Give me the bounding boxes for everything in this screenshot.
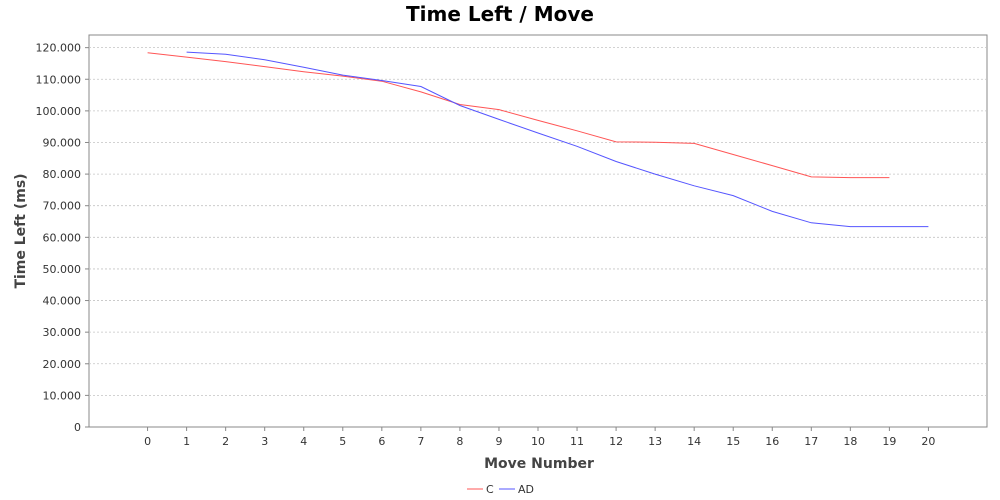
series-lines — [147, 51, 929, 228]
x-tick-label: 16 — [765, 435, 779, 448]
y-tick-label: 40.000 — [43, 295, 82, 308]
x-tick-label: 15 — [726, 435, 740, 448]
y-tick-label: 70.000 — [43, 200, 82, 213]
y-tick-label: 90.000 — [43, 136, 82, 149]
x-axis-ticks: 0 1 2 3 4 5 6 7 8 9 10 11 12 13 14 15 16 17 18 19 20 — [144, 427, 935, 448]
x-tick-label: 6 — [378, 435, 385, 448]
y-tick-label: 20.000 — [43, 358, 82, 371]
legend: C AD — [467, 483, 534, 496]
y-tick-label: 80.000 — [43, 168, 82, 181]
x-tick-label: 13 — [648, 435, 662, 448]
x-tick-label: 1 — [183, 435, 190, 448]
x-tick-label: 10 — [531, 435, 545, 448]
x-tick-label: 8 — [456, 435, 463, 448]
legend-label-c: C — [486, 483, 494, 496]
series-line-c — [147, 52, 890, 179]
grid-lines — [89, 47, 987, 396]
y-tick-label: 60.000 — [43, 231, 82, 244]
x-tick-label: 20 — [921, 435, 935, 448]
x-tick-label: 2 — [222, 435, 229, 448]
x-axis-label: Move Number — [484, 456, 594, 472]
y-axis-ticks: 0 10.000 20.000 30.000 40.000 50.000 60.000 70.… — [36, 42, 89, 434]
x-tick-label: 19 — [882, 435, 896, 448]
x-tick-label: 17 — [804, 435, 818, 448]
y-tick-label: 30.000 — [43, 326, 82, 339]
series-line-ad — [186, 51, 929, 228]
x-tick-label: 4 — [300, 435, 307, 448]
x-tick-label: 0 — [144, 435, 151, 448]
x-tick-label: 9 — [495, 435, 502, 448]
x-tick-label: 5 — [339, 435, 346, 448]
y-tick-label: 50.000 — [43, 263, 82, 276]
x-tick-label: 7 — [417, 435, 424, 448]
plot-area — [88, 34, 988, 428]
y-tick-label: 0 — [74, 421, 81, 434]
legend-label-ad: AD — [518, 483, 534, 496]
y-tick-label: 110.000 — [36, 73, 82, 86]
x-tick-label: 18 — [843, 435, 857, 448]
y-tick-label: 10.000 — [43, 389, 82, 402]
y-axis-label: Time Left (ms) — [13, 173, 29, 288]
chart-title: Time Left / Move — [406, 2, 594, 26]
x-tick-label: 12 — [609, 435, 623, 448]
x-tick-label: 3 — [261, 435, 268, 448]
x-tick-label: 11 — [570, 435, 584, 448]
x-tick-label: 14 — [687, 435, 701, 448]
y-tick-label: 120.000 — [36, 42, 82, 55]
y-tick-label: 100.000 — [36, 105, 82, 118]
